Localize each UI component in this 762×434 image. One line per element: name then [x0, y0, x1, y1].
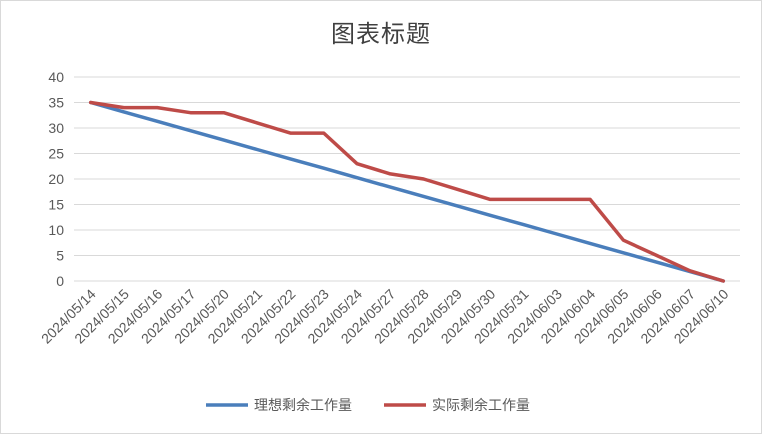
y-tick-label: 0 [56, 273, 64, 289]
y-tick-label: 35 [48, 95, 64, 111]
y-tick-label: 10 [48, 222, 64, 238]
y-tick-label: 30 [48, 120, 64, 136]
series-lines [88, 100, 726, 283]
series-line-2 [88, 100, 726, 283]
gridlines [74, 76, 740, 282]
y-tick-label: 5 [56, 248, 64, 264]
y-tick-label: 20 [48, 171, 64, 187]
x-axis-tick-labels: 2024/05/142024/05/152024/05/162024/05/17… [38, 286, 732, 347]
legend: 理想剩余工作量 实际剩余工作量 [206, 397, 530, 414]
y-tick-label: 15 [48, 197, 64, 213]
y-tick-label: 25 [48, 146, 64, 162]
series-line-1 [88, 100, 726, 283]
chart-title: 图表标题 [331, 20, 431, 48]
legend-label-1: 理想剩余工作量 [254, 397, 352, 414]
y-tick-label: 40 [48, 69, 64, 85]
y-axis-tick-labels: 0 5 10 15 20 25 30 35 40 [48, 69, 64, 289]
legend-label-2: 实际剩余工作量 [432, 397, 530, 414]
